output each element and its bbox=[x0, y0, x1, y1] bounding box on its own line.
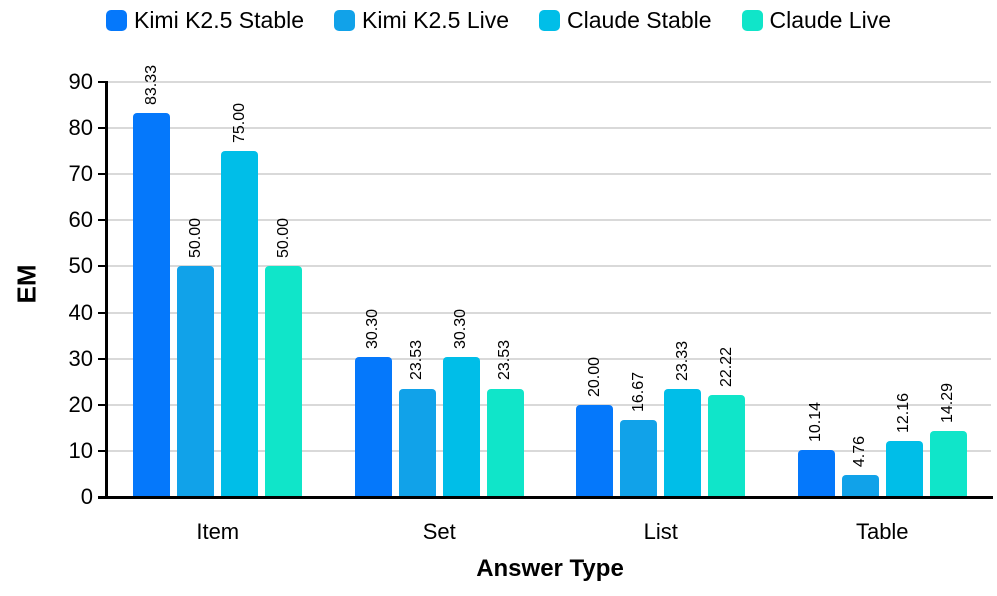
legend-label: Claude Live bbox=[769, 7, 891, 33]
y-axis-tick bbox=[98, 81, 106, 83]
legend-label: Kimi K2.5 Stable bbox=[133, 7, 305, 33]
y-axis-tick bbox=[98, 173, 106, 176]
gridline bbox=[107, 265, 991, 268]
x-tick-label-list: List bbox=[643, 519, 678, 544]
x-axis-title: Answer Type bbox=[476, 555, 624, 582]
x-tick-label-set: Set bbox=[422, 519, 456, 544]
x-tick-label-item: Item bbox=[196, 519, 240, 544]
bar-kimi-k2-5-stable-table bbox=[797, 450, 835, 497]
bar-value-label: 23.53 bbox=[496, 340, 514, 381]
y-tick-label: 80 bbox=[68, 115, 93, 141]
y-tick-label: 10 bbox=[68, 437, 93, 463]
y-tick-label: 20 bbox=[68, 391, 93, 417]
bar-kimi-k2-5-live-list bbox=[620, 420, 658, 497]
y-tick-label: 30 bbox=[68, 345, 93, 371]
bar-kimi-k2-5-stable-set bbox=[354, 357, 392, 497]
bar-value-label: 23.53 bbox=[408, 340, 426, 381]
bar-value-label: 75.00 bbox=[230, 103, 248, 144]
y-tick-label: 0 bbox=[80, 484, 93, 509]
legend-item-claude-live: Claude Live bbox=[741, 7, 891, 34]
gridline bbox=[107, 311, 991, 314]
legend-swatch-icon bbox=[105, 10, 127, 31]
bar-claude-live-set bbox=[486, 388, 524, 497]
legend-swatch-icon bbox=[741, 10, 763, 31]
gridline bbox=[107, 357, 991, 360]
bar-kimi-k2-5-stable-list bbox=[576, 404, 614, 497]
y-axis-tick bbox=[98, 219, 106, 222]
legend-label: Claude Stable bbox=[567, 7, 712, 33]
y-axis-title: EM bbox=[11, 264, 42, 304]
gridline bbox=[107, 127, 991, 130]
bar-value-label: 4.76 bbox=[851, 435, 869, 468]
bar-claude-stable-table bbox=[885, 440, 923, 497]
bar-value-label: 30.30 bbox=[452, 309, 470, 350]
y-axis-tick bbox=[98, 357, 106, 360]
y-axis-tick bbox=[98, 449, 106, 452]
y-tick-label: 40 bbox=[68, 299, 93, 325]
y-axis-tick bbox=[98, 403, 106, 406]
gridline bbox=[107, 219, 991, 222]
bar-value-label: 50.00 bbox=[274, 218, 292, 259]
bar-value-label: 23.33 bbox=[673, 341, 691, 382]
legend-swatch-icon bbox=[539, 10, 561, 31]
legend: Kimi K2.5 Stable Kimi K2.5 Live Claude Sta… bbox=[0, 7, 997, 34]
bar-value-label: 83.33 bbox=[142, 64, 160, 105]
y-tick-label: 50 bbox=[68, 253, 93, 279]
y-axis-tick bbox=[98, 127, 106, 130]
y-axis-tick bbox=[98, 311, 106, 314]
bar-claude-live-table bbox=[929, 431, 967, 497]
y-axis-tick bbox=[98, 265, 106, 268]
y-tick-label: 60 bbox=[68, 207, 93, 233]
bar-value-label: 22.22 bbox=[717, 346, 735, 387]
x-axis-line bbox=[98, 496, 993, 499]
gridline bbox=[107, 449, 991, 452]
y-tick-label: 90 bbox=[68, 69, 93, 94]
bar-value-label: 14.29 bbox=[939, 383, 957, 424]
x-tick-label-table: Table bbox=[855, 519, 909, 544]
bar-value-label: 30.30 bbox=[364, 309, 382, 350]
bar-value-label: 50.00 bbox=[186, 218, 204, 259]
gridline bbox=[107, 173, 991, 176]
bar-claude-stable-set bbox=[442, 357, 480, 497]
bar-value-label: 10.14 bbox=[807, 402, 825, 443]
bar-claude-stable-item bbox=[221, 151, 259, 497]
legend-item-kimi-k2-5-live: Kimi K2.5 Live bbox=[334, 7, 509, 34]
bar-value-label: 12.16 bbox=[895, 392, 913, 433]
bar-claude-live-item bbox=[265, 266, 303, 497]
bar-kimi-k2-5-stable-item bbox=[133, 112, 171, 497]
bar-claude-stable-list bbox=[664, 389, 702, 497]
bar-claude-live-list bbox=[708, 394, 746, 497]
legend-swatch-icon bbox=[334, 10, 356, 31]
y-tick-label: 70 bbox=[68, 161, 93, 187]
legend-label: Kimi K2.5 Live bbox=[362, 7, 510, 33]
gridline bbox=[107, 403, 991, 406]
plot-area: 0 10 20 30 40 50 60 70 80 90 83.33 50.00 75.00 50.00 I… bbox=[69, 65, 993, 544]
legend-item-claude-stable: Claude Stable bbox=[539, 7, 712, 34]
bar-value-label: 20.00 bbox=[585, 356, 603, 397]
bar-kimi-k2-5-live-set bbox=[398, 388, 436, 497]
bar-kimi-k2-5-live-table bbox=[841, 475, 879, 497]
bar-value-label: 16.67 bbox=[629, 372, 647, 413]
gridline bbox=[107, 81, 991, 83]
y-axis-line bbox=[105, 81, 108, 498]
bar-kimi-k2-5-live-item bbox=[177, 266, 215, 497]
legend-item-kimi-k2-5-stable: Kimi K2.5 Stable bbox=[105, 7, 305, 34]
